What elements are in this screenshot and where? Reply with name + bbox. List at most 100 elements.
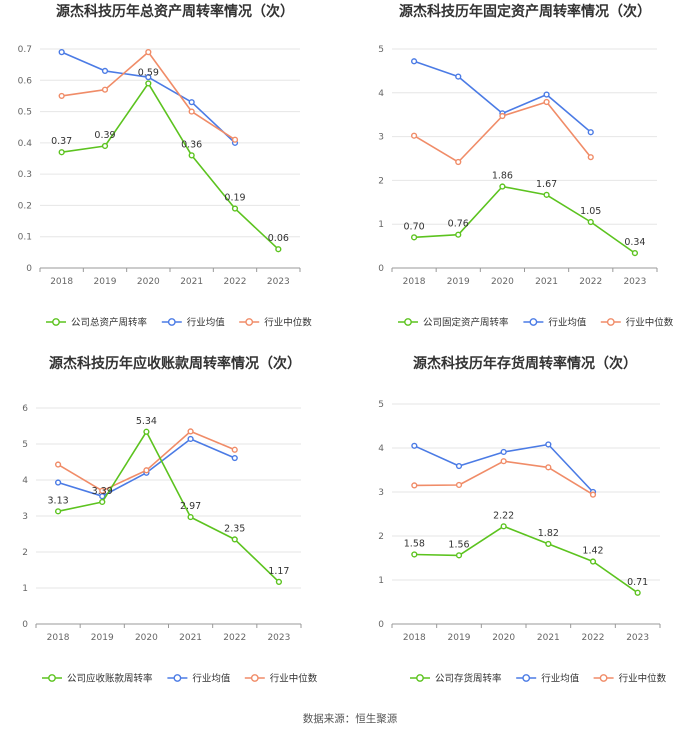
data-label: 1.17 [268,566,289,577]
data-point-company [455,552,463,559]
x-tick-label: 2019 [94,277,117,287]
data-point-industry_median [500,458,507,465]
legend-item-company: 公司固定资产周转率 [398,317,509,329]
data-point-company [589,558,597,565]
data-point-industry_avg [187,435,194,443]
x-tick-label: 2022 [224,277,247,287]
legend-item-company: 公司存货周转率 [410,673,502,685]
y-tick-label: 0.4 [18,139,33,149]
data-label: 1.58 [404,538,425,549]
data-point-industry_avg [411,442,418,449]
chart-svg: 源杰科技历年存货周转率情况（次） 0 1 2 3 4 5 2018 2019 2020 2021 20… [378,355,666,685]
legend-marker-industry_avg [522,674,531,682]
series-company: 3.13 3.39 5.34 2.97 2.35 1.17 [48,416,289,585]
y-tick-label: 2 [378,532,384,542]
legend-item-company: 公司总资产周转率 [46,317,148,329]
x-tick-label: 2022 [582,633,605,643]
legend-label-company: 公司固定资产周转率 [423,317,509,329]
data-point-industry_avg [188,99,195,106]
data-point-company [455,231,462,238]
data-label: 2.35 [224,523,245,534]
data-point-company [58,149,65,156]
y-tick-label: 0.7 [18,45,32,55]
legend-item-industry_median: 行业中位数 [244,673,318,685]
y-tick-label: 5 [378,400,384,410]
data-label: 1.82 [538,528,559,539]
data-label: 3.39 [92,486,113,497]
legend-item-industry_avg: 行业均值 [167,673,231,685]
data-point-industry_avg [58,49,65,56]
data-point-industry_avg [145,74,152,81]
receivables-turnover-chart: 源杰科技历年应收账款周转率情况（次） 0 1 2 3 4 5 6 2018 2019 2020 202… [0,352,350,697]
y-tick-label: 0.2 [18,201,32,211]
series-line-company [414,525,639,594]
y-tick-label: 0.6 [18,76,33,86]
y-tick-label: 2 [378,176,384,186]
data-point-industry_median [143,467,150,474]
data-point-company [231,205,239,212]
legend-label-industry_avg: 行业均值 [541,673,580,685]
data-point-company [631,250,639,257]
data-point-company [411,551,418,558]
series-industry_avg [410,58,594,136]
data-point-company [101,142,109,150]
x-tick-label: 2020 [491,277,514,287]
legend-label-industry_avg: 行业均值 [548,317,587,329]
x-tick-label: 2018 [403,277,426,287]
data-point-industry_median [499,112,506,120]
series-line-company [414,185,636,254]
data-point-company [500,523,507,530]
legend-item-company: 公司应收账款周转率 [42,673,153,685]
x-tick-label: 2023 [626,633,649,643]
y-tick-label: 3 [378,133,384,143]
data-point-industry_median [54,461,62,468]
data-point-company [545,540,552,548]
data-point-industry_median [231,136,239,143]
data-label: 0.71 [627,577,648,588]
chart-title: 源杰科技历年总资产周转率情况（次） [56,3,294,20]
series-industry_median [411,458,597,498]
data-point-industry_median [455,481,463,489]
data-point-industry_avg [500,448,507,456]
legend-label-industry_median: 行业中位数 [264,317,312,329]
legend-marker-industry_avg [529,318,538,326]
x-tick-label: 2020 [137,277,160,287]
x-tick-label: 2023 [267,633,290,643]
data-point-industry_median [410,132,418,139]
data-point-company [499,183,506,190]
legend-item-industry_avg: 行业均值 [161,317,225,329]
series-line-industry_avg [61,51,236,144]
series-company: 0.70 0.76 1.86 1.67 1.05 0.34 [404,171,645,257]
x-tick-label: 2018 [47,633,70,643]
data-point-company [543,191,550,198]
data-label: 0.70 [404,221,425,232]
series-line-industry_avg [413,60,592,133]
data-label: 1.67 [536,179,557,190]
data-point-industry_median [145,49,152,56]
data-point-industry_median [188,108,195,115]
x-tick-label: 2022 [579,277,602,287]
total-asset-turnover-chart: 源杰科技历年总资产周转率情况（次） 0 0.1 0.2 0.3 0.4 0.5 0.6 0.7 2… [0,0,350,345]
x-tick-label: 2021 [535,277,558,287]
series-line-company [57,431,280,583]
y-tick-label: 3 [22,512,28,522]
data-label: 1.05 [580,206,601,217]
chart-svg: 源杰科技历年应收账款周转率情况（次） 0 1 2 3 4 5 6 2018 2019 2020 202… [22,355,318,685]
series-line-industry_median [61,51,236,141]
data-point-company [143,428,150,435]
legend-label-industry_median: 行业中位数 [626,317,674,329]
data-point-company [99,498,106,506]
data-point-industry_median [58,92,65,100]
y-tick-label: 0 [378,620,384,630]
series-industry_median [410,98,594,166]
data-point-company [231,536,238,543]
legend-marker-company [52,318,60,326]
fixed-asset-turnover-chart: 源杰科技历年固定资产周转率情况（次） 0 1 2 3 4 5 2018 2019 2020 2021… [350,0,700,345]
data-label: 0.36 [181,139,202,150]
data-point-company [275,578,283,585]
legend-marker-industry_median [606,318,615,326]
x-tick-label: 2021 [180,277,203,287]
data-label: 0.39 [94,130,115,141]
chart-title: 源杰科技历年应收账款周转率情况（次） [49,355,301,372]
data-source-note: 数据来源：恒生聚源 [302,713,398,725]
